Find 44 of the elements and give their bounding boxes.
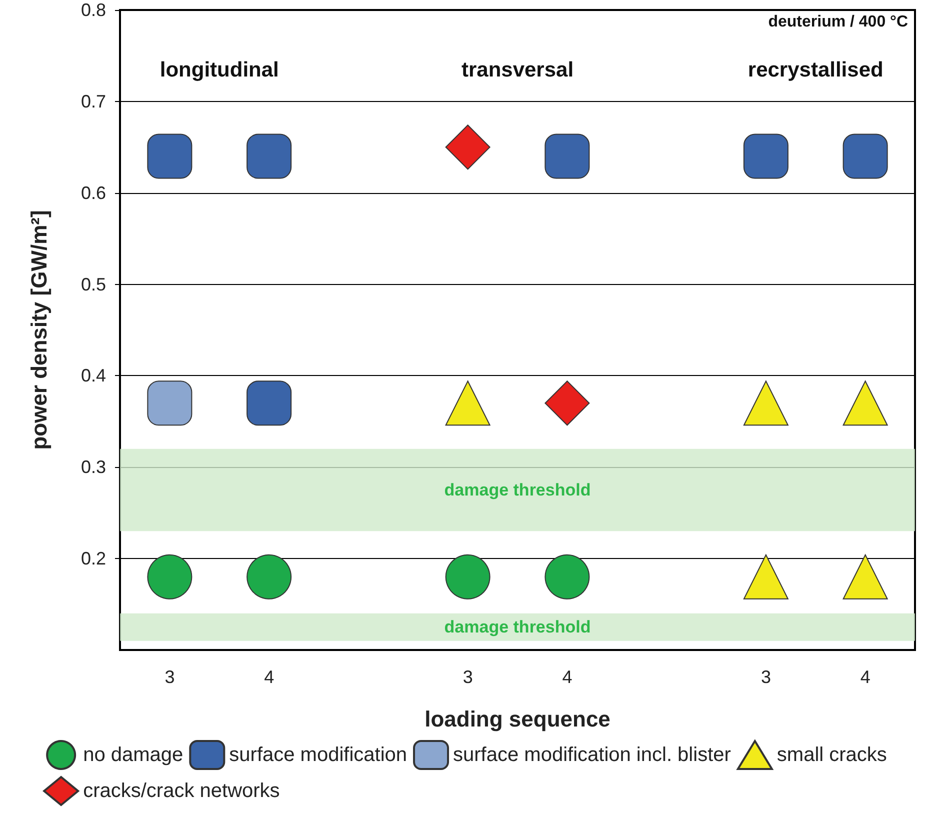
y-tick-label: 0.5 <box>80 274 106 294</box>
point <box>147 554 192 600</box>
point <box>147 134 192 179</box>
point <box>445 380 490 426</box>
x-tick-label: 4 <box>264 667 274 687</box>
y-tick-label: 0.8 <box>80 0 106 20</box>
point <box>445 554 490 600</box>
point <box>246 554 292 600</box>
annotation: deuterium / 400 °C <box>768 14 908 30</box>
band-label: damage threshold <box>444 480 591 500</box>
band-label: damage threshold <box>444 618 591 637</box>
x-tick-label: 3 <box>462 667 473 687</box>
legend-label: small cracks <box>776 744 887 766</box>
point <box>544 134 590 179</box>
annotation: longitudinal <box>160 58 279 82</box>
point <box>544 554 590 600</box>
point <box>544 380 590 426</box>
y-tick-label: 0.6 <box>80 182 106 203</box>
point <box>147 380 192 426</box>
point <box>743 554 788 600</box>
point <box>842 134 888 179</box>
annotation: transversal <box>461 58 574 82</box>
point <box>743 380 788 426</box>
y-tick-label: 0.4 <box>80 366 106 386</box>
point <box>246 380 292 426</box>
x-tick-label: 3 <box>760 667 771 687</box>
x-axis-title: loading sequence <box>424 706 610 732</box>
point <box>246 134 292 179</box>
legend-label: cracks/crack networks <box>83 780 280 802</box>
x-tick-label: 4 <box>860 667 870 687</box>
y-tick-label: 0.7 <box>80 91 106 112</box>
annotation: recrystallised <box>748 58 884 82</box>
legend-label: surface modification <box>229 744 408 766</box>
x-tick-label: 4 <box>562 667 572 687</box>
point <box>445 124 490 170</box>
point <box>743 134 788 179</box>
point <box>842 554 888 600</box>
point <box>842 380 888 426</box>
legend-label: surface modification incl. blister <box>453 744 732 766</box>
x-tick-label: 3 <box>164 667 175 687</box>
y-tick-label: 0.3 <box>80 457 106 478</box>
y-axis-title: power density [GW/m²] <box>26 210 52 450</box>
legend-label: no damage <box>83 744 184 766</box>
y-tick-label: 0.2 <box>80 548 106 569</box>
